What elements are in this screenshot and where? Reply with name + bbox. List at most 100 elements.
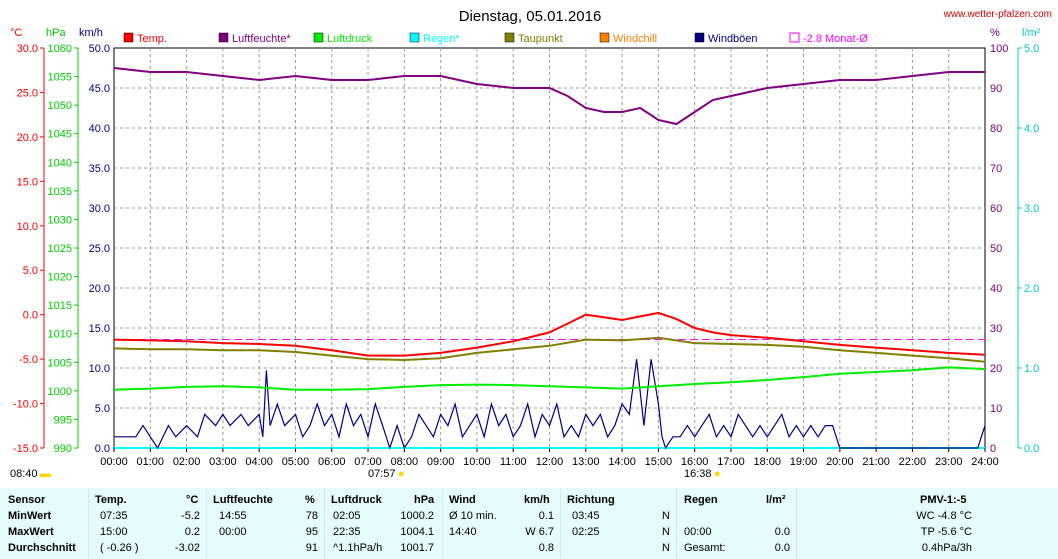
rain-tick-label: 3.0 [1024,203,1039,215]
header-wind-unit: km/h [524,494,550,506]
humidity-tick-label: 80 [990,123,1002,135]
pressure-unit: hPa [46,27,66,39]
temp-tick-label: 15.0 [17,176,38,188]
humidity-tick-label: 40 [990,283,1002,295]
stat-hum-time: 14:55 [219,510,247,522]
time-tick-label: 15:00 [645,456,673,468]
series-taupunkt-line [113,336,986,363]
time-tick-label: 16:00 [681,456,709,468]
humidity-tick-label: 30 [990,323,1002,335]
wind-tick-label: 50.0 [89,43,110,55]
stat-press-val: 1001.7 [400,542,434,554]
time-tick-label: 22:00 [899,456,927,468]
stat-press-time: 02:05 [333,510,361,522]
humidity-tick-label: 70 [990,163,1002,175]
legend-swatch [218,32,229,43]
humidity-tick-label: 10 [990,403,1002,415]
legend-label: Luftdruck [327,33,373,45]
stat-wind-val: W 6.7 [525,526,554,538]
legend-label: Luftfeuchte* [232,33,291,45]
time-tick-label: 19:00 [790,456,818,468]
stat-rain-label: Gesamt: [684,542,726,554]
time-tick-label: 05:00 [282,456,310,468]
series-luftfeuchte-line [113,67,985,126]
rain-tick-label: 1.0 [1024,363,1039,375]
humidity-tick-label: 50 [990,243,1002,255]
stat-wind-val: 0.8 [538,542,554,554]
stat-dir-val: N [662,510,670,522]
site-link[interactable]: www.wetter-pfalzen.com [943,9,1052,20]
wind-tick-label: 25.0 [89,243,110,255]
time-tick-label: 00:00 [100,456,128,468]
stat-wind-label: 14:40 [449,526,477,538]
stat-press-time: ^1.1hPa/h [333,542,383,554]
wind-tick-label: 10.0 [89,363,110,375]
stat-hum-val: 95 [305,526,318,538]
stat-pmv: 0.4hPa/3h [921,542,972,554]
legend-swatch [504,32,515,43]
rain-tick-label: 5.0 [1024,43,1039,55]
time-tick-label: 08:00 [391,456,419,468]
time-tick-label: 17:00 [717,456,745,468]
chart-title: Dienstag, 05.01.2016 [459,8,602,25]
pressure-tick-label: 1005 [48,357,72,369]
humidity-tick-label: 20 [990,363,1002,375]
header-humidity: Luftfeuchte [213,494,273,506]
time-tick-label: 12:00 [536,456,564,468]
legend-swatch [123,32,134,43]
header-pressure-unit: hPa [414,494,435,506]
header-direction: Richtung [567,494,615,506]
temp-tick-label: -10.0 [13,399,38,411]
stat-label: MinWert [8,510,52,522]
legend-swatch [409,32,420,43]
legend-label: Windchill [613,33,657,45]
header-sensor: Sensor [8,494,46,506]
wind-tick-label: 45.0 [89,83,110,95]
stat-press-time: 22:35 [333,526,361,538]
humidity-tick-label: 90 [990,83,1002,95]
dusk-label: 16:38 [684,468,712,480]
time-tick-label: 23:00 [935,456,963,468]
temp-tick-label: 0.0 [23,310,38,322]
legend-label: Temp. [137,33,167,45]
dawn-label: 07:57 [368,468,396,480]
legend-swatch [313,32,324,43]
series-temp-line [113,311,986,357]
time-tick-label: 14:00 [608,456,636,468]
humidity-unit: % [990,27,1000,39]
pressure-tick-label: 990 [54,443,72,455]
pressure-tick-label: 1055 [48,72,72,84]
dawn-icon: ● [398,468,405,480]
header-pressure: Luftdruck [331,494,382,506]
stat-temp-time: 07:35 [100,510,128,522]
wind-tick-label: 35.0 [89,163,110,175]
time-tick-label: 04:00 [245,456,273,468]
pressure-tick-label: 1045 [48,129,72,141]
dusk-icon: ● [714,468,721,480]
temp-tick-label: 5.0 [23,265,38,277]
stat-dir-val: N [662,542,670,554]
header-pmv: PMV-1:-5 [920,494,967,506]
series-luftdruck-line [113,366,986,391]
time-tick-label: 02:00 [173,456,201,468]
stat-rain-val: 0.0 [774,542,790,554]
legend-label: Windböen [708,33,758,45]
pressure-tick-label: 1030 [48,214,72,226]
stat-dir-time: 03:45 [572,510,600,522]
weather-chart: 30.0 25.0 20.0 15.0 10.0 5.0 0.0 -5.0 -10.0 -15.0… [10,8,1052,480]
temp-tick-label: -5.0 [19,354,38,366]
stat-temp-val: -3.02 [174,542,200,554]
stat-dir-val: N [662,526,670,538]
stat-hum-time: 00:00 [219,526,247,538]
wind-tick-label: 30.0 [89,203,110,215]
pressure-tick-label: 995 [54,414,72,426]
wind-tick-label: 15.0 [89,323,110,335]
pressure-tick-label: 1035 [48,186,72,198]
rain-tick-label: 4.0 [1024,123,1039,135]
humidity-tick-label: 60 [990,203,1002,215]
legend-label: -2.8 Monat-Ø [803,33,868,45]
stat-temp-val: -5.2 [181,510,200,522]
stat-temp-time: ( -0.26 ) [100,542,139,554]
pressure-tick-label: 1010 [48,329,72,341]
header-humidity-unit: % [305,494,315,506]
